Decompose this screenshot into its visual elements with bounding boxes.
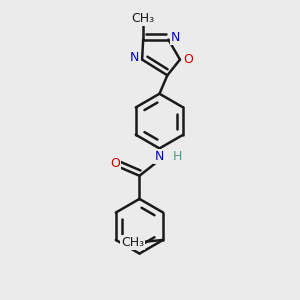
Text: N: N — [130, 51, 140, 64]
Text: N: N — [154, 150, 164, 163]
Text: H: H — [173, 150, 182, 163]
Text: CH₃: CH₃ — [121, 236, 144, 249]
Text: CH₃: CH₃ — [132, 12, 155, 25]
Text: O: O — [183, 53, 193, 66]
Text: N: N — [171, 31, 181, 44]
Text: O: O — [110, 157, 120, 169]
